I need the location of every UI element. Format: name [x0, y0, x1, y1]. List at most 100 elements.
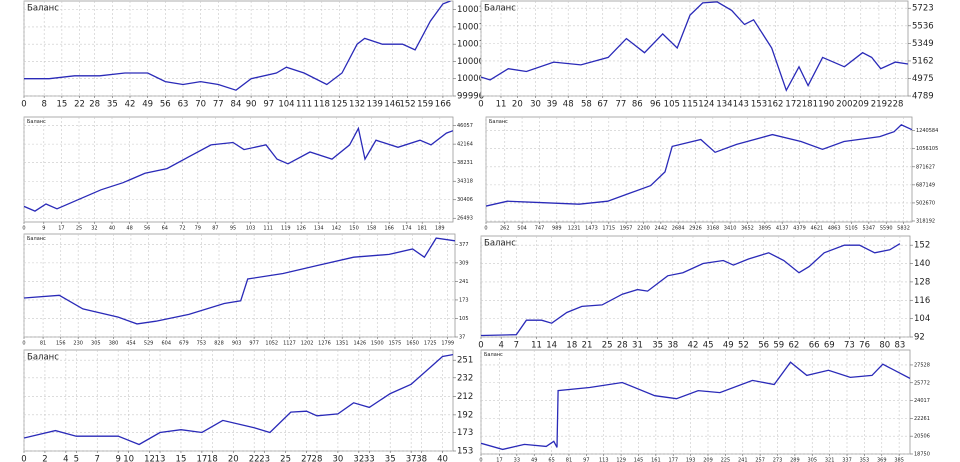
balance-line — [481, 1, 908, 92]
x-tick-label: 2684 — [672, 226, 685, 232]
y-tick-label: 37 — [459, 335, 465, 341]
plot-area — [480, 349, 911, 455]
chart: 5723 5536 5349 5162 4975 4789 0 11 20 30 39 48 58 67 7… — [478, 0, 934, 110]
chart-title: Баланс — [27, 3, 59, 13]
x-tick-label: 32 — [91, 226, 97, 232]
x-tick-label: 83 — [894, 341, 905, 351]
x-tick-label: 0 — [484, 226, 487, 232]
x-tick-label: 40 — [437, 455, 448, 462]
x-tick-label: 369 — [877, 458, 887, 462]
x-tick-label: 40 — [109, 226, 115, 232]
plot-area — [485, 116, 913, 223]
x-tick-label: 67 — [597, 100, 608, 110]
x-tick-label: 63 — [178, 100, 189, 110]
x-tick-label: 15 — [56, 100, 67, 110]
x-tick-label: 56 — [144, 226, 150, 232]
plot-area — [23, 349, 454, 452]
y-tick-label: 232 — [457, 373, 473, 383]
x-tick-label: 111 — [263, 226, 273, 232]
y-tick-label: 5723 — [912, 4, 934, 14]
x-tick-label: 0 — [22, 341, 25, 347]
x-tick-label: 35 — [385, 455, 396, 462]
x-tick-label: 145 — [634, 458, 644, 462]
x-tick-label: 35 — [107, 100, 118, 110]
x-tick-label: 96 — [650, 100, 661, 110]
x-tick-label: 37 — [406, 455, 417, 462]
y-tick-label: 38231 — [457, 160, 473, 166]
x-tick-label: 2 — [42, 455, 47, 462]
x-tick-label: 33 — [364, 455, 375, 462]
x-tick-label: 504 — [517, 226, 527, 232]
y-tick-label: 5162 — [912, 56, 934, 66]
x-tick-label: 181 — [802, 100, 818, 110]
x-tick-label: 1426 — [353, 341, 366, 347]
y-tick-label: 377 — [459, 242, 469, 248]
x-tick-label: 45 — [703, 341, 714, 351]
y-tick-label: 20506 — [914, 434, 930, 440]
x-tick-label: 209 — [853, 100, 869, 110]
x-tick-label: 9 — [42, 226, 45, 232]
x-tick-label: 4 — [498, 341, 503, 351]
x-tick-label: 22 — [249, 455, 260, 462]
x-tick-label: 3652 — [741, 226, 754, 232]
y-tick-label: 309 — [459, 260, 469, 266]
balance-line — [486, 124, 912, 207]
x-tick-label: 190 — [818, 100, 834, 110]
x-tick-label: 13 — [155, 455, 166, 462]
x-tick-label: 17 — [58, 226, 64, 232]
chart-title: Баланс — [484, 238, 516, 248]
y-tick-label: 4975 — [912, 74, 934, 84]
y-tick-label: 26493 — [457, 216, 473, 222]
x-tick-label: 1725 — [424, 341, 437, 347]
y-tick-label: 318192 — [916, 219, 935, 225]
x-tick-label: 305 — [91, 341, 101, 347]
x-tick-label: 146 — [384, 100, 400, 110]
x-tick-label: 21 — [582, 341, 593, 351]
x-tick-label: 66 — [809, 341, 820, 351]
x-tick-label: 132 — [349, 100, 365, 110]
y-tick-label: 104 — [914, 314, 930, 324]
x-tick-label: 22 — [74, 100, 85, 110]
x-tick-label: 28 — [312, 455, 323, 462]
x-tick-label: 95 — [230, 226, 236, 232]
y-tick-label: 24017 — [914, 398, 930, 404]
y-tick-label: 10001 — [457, 40, 484, 50]
x-tick-label: 25 — [602, 341, 613, 351]
x-tick-label: 0 — [478, 341, 483, 351]
x-tick-label: 230 — [73, 341, 83, 347]
y-tick-label: 173 — [459, 297, 469, 303]
y-tick-label: 212 — [457, 392, 473, 402]
x-tick-label: 12 — [144, 455, 155, 462]
y-tick-label: 1056105 — [916, 146, 938, 152]
x-tick-label: 15 — [176, 455, 187, 462]
x-tick-label: 200 — [836, 100, 852, 110]
y-tick-label: 34318 — [457, 179, 473, 185]
balance-line — [481, 361, 910, 451]
x-tick-label: 225 — [721, 458, 731, 462]
plot-area — [23, 233, 456, 338]
x-tick-label: 1052 — [265, 341, 278, 347]
x-tick-label: 1127 — [283, 341, 296, 347]
x-tick-label: 49 — [723, 341, 734, 351]
x-tick-label: 56 — [758, 341, 769, 351]
x-tick-label: 0 — [21, 100, 26, 110]
x-tick-label: 35 — [652, 341, 663, 351]
x-tick-label: 273 — [773, 458, 783, 462]
x-tick-label: 828 — [214, 341, 224, 347]
x-tick-label: 0 — [478, 100, 483, 110]
x-tick-label: 62 — [789, 341, 800, 351]
x-tick-label: 177 — [668, 458, 678, 462]
x-tick-label: 181 — [417, 226, 427, 232]
y-tick-label: 140 — [914, 259, 930, 269]
x-tick-label: 111 — [296, 100, 312, 110]
x-tick-label: 70 — [195, 100, 206, 110]
x-tick-label: 353 — [860, 458, 870, 462]
x-tick-label: 118 — [314, 100, 330, 110]
x-tick-label: 38 — [667, 341, 678, 351]
balance-line — [24, 353, 453, 446]
x-tick-label: 150 — [349, 226, 359, 232]
x-tick-label: 5590 — [880, 226, 893, 232]
x-tick-label: 81 — [566, 458, 572, 462]
chart: 46057 42164 38231 34318 30406 26493 0 9 17 25 32 40… — [22, 116, 473, 232]
x-tick-label: 5347 — [862, 226, 875, 232]
